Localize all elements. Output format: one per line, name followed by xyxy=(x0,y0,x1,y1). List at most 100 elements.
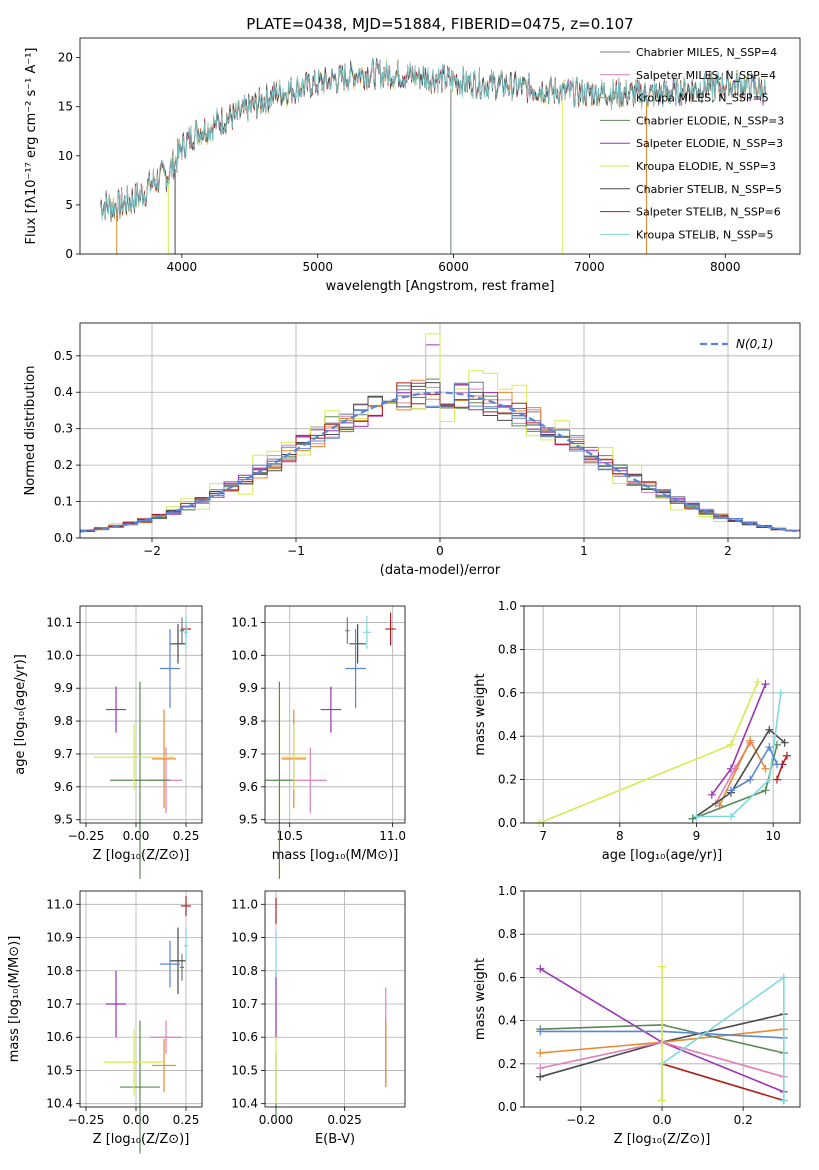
weight-marker xyxy=(727,812,735,821)
y-tick-label: 0.0 xyxy=(54,531,73,545)
errorbar-point xyxy=(94,724,174,791)
y-tick-label: 10.9 xyxy=(46,931,73,945)
y-tick-label: 0.2 xyxy=(498,773,517,787)
x-axis-label: wavelength [Angstrom, rest frame] xyxy=(326,279,555,294)
errorbar-point xyxy=(293,747,327,814)
errorbar-point xyxy=(160,629,180,708)
axes-frame xyxy=(79,37,801,255)
y-axis-label: age [log₁₀(age/yr)] xyxy=(13,654,28,775)
spectrum-line xyxy=(100,57,766,220)
errorbar-point xyxy=(181,895,191,916)
weight-marker xyxy=(779,973,788,982)
errorbar-point xyxy=(180,617,184,644)
plot-area-weight_vs_age xyxy=(535,677,791,827)
y-tick-label: 0.5 xyxy=(54,349,73,363)
axes-frame xyxy=(264,890,406,1108)
y-tick-label: 10.7 xyxy=(231,997,258,1011)
legend-label: Salpeter STELIB, N_SSP=6 xyxy=(636,206,781,219)
weight-line xyxy=(730,745,778,792)
y-tick-label: 0.4 xyxy=(498,729,517,743)
y-tick-label: 20 xyxy=(58,51,73,65)
weight-marker xyxy=(536,964,545,973)
errorbar-point xyxy=(281,724,307,791)
y-tick-label: 9.6 xyxy=(239,780,258,794)
x-axis-label: mass [log₁₀(M/M⊙)] xyxy=(272,848,399,863)
y-tick-label: 1.0 xyxy=(498,599,517,613)
y-tick-label: 0.6 xyxy=(498,970,517,984)
errorbar-point xyxy=(349,624,366,664)
y-tick-label: 9.9 xyxy=(54,681,73,695)
legend-label: Kroupa MILES, N_SSP=5 xyxy=(636,92,769,105)
errorbar-point xyxy=(184,929,188,963)
x-tick-label: 7 xyxy=(539,829,547,843)
x-tick-label: 8 xyxy=(616,829,624,843)
weight-marker xyxy=(746,775,755,784)
y-tick-label: 10.5 xyxy=(46,1063,73,1077)
y-tick-label: 9.7 xyxy=(239,747,258,761)
panel-mass_vs_z: −0.25 0.00 0.25 10.4 10.5 10.6 10.7 10.8 10.9 11.… xyxy=(7,890,203,1154)
errorbar-point xyxy=(320,686,342,733)
weight-marker xyxy=(776,688,785,697)
x-tick-label: 2 xyxy=(724,544,732,558)
x-tick-label: 7000 xyxy=(574,260,605,274)
errorbar-point xyxy=(152,1038,176,1093)
errorbar-point xyxy=(120,1020,160,1154)
y-axis-label: Normed distribution xyxy=(23,366,38,496)
y-tick-label: 0.0 xyxy=(498,1100,517,1114)
plot-area-spectrum xyxy=(100,57,766,254)
weight-line xyxy=(696,692,782,818)
y-axis-label: Flux [fλ10⁻¹⁷ erg cm⁻² s⁻¹ A⁻¹] xyxy=(24,48,39,245)
panel-weight_vs_z: −0.2 0.0 0.2 0.0 0.2 0.4 0.6 0.8 1.0 Z [log₁₀(Z/Z… xyxy=(473,884,801,1147)
legend-label: N(0,1) xyxy=(736,337,773,351)
y-tick-label: 9.7 xyxy=(54,747,73,761)
y-tick-label: 9.5 xyxy=(239,813,258,827)
y-tick-label: 11.0 xyxy=(231,897,258,911)
legend-label: Salpeter ELODIE, N_SSP=3 xyxy=(636,137,783,150)
y-tick-label: 10.4 xyxy=(46,1097,73,1111)
y-tick-label: 15 xyxy=(58,100,73,114)
weight-marker xyxy=(765,725,774,734)
legend: Chabrier MILES, N_SSP=4 Salpeter MILES, N… xyxy=(600,46,784,241)
weight-marker xyxy=(773,775,781,784)
errorbar-point xyxy=(152,709,176,809)
y-tick-label: 10.7 xyxy=(46,997,73,1011)
errorbar-point xyxy=(385,612,396,646)
plot-area-weight_vs_z xyxy=(536,962,788,1105)
plot-area-mass_vs_ebv xyxy=(275,897,387,1121)
y-tick-label: 11.0 xyxy=(46,897,73,911)
x-tick-label: 9 xyxy=(693,829,701,843)
histogram-series xyxy=(80,382,800,532)
axes-frame xyxy=(79,322,801,539)
x-tick-label: 4000 xyxy=(167,260,198,274)
y-tick-label: 0.8 xyxy=(498,927,517,941)
errorbar-point xyxy=(170,624,186,664)
figure-title: PLATE=0438, MJD=51884, FIBERID=0475, z=0… xyxy=(246,15,633,33)
x-axis-label: E(B-V) xyxy=(315,1132,355,1147)
weight-line xyxy=(661,1063,785,1102)
errorbar-point xyxy=(184,615,188,649)
y-tick-label: 9.9 xyxy=(239,681,258,695)
x-axis-label: Z [log₁₀(Z/Z⊙)] xyxy=(93,848,190,863)
errorbar-point xyxy=(170,927,186,995)
weight-marker xyxy=(692,812,701,821)
errorbar-point xyxy=(106,970,126,1038)
x-tick-label: −0.25 xyxy=(68,829,105,843)
y-tick-label: 0.1 xyxy=(54,495,73,509)
plot-area-age_vs_z xyxy=(94,615,191,879)
x-axis-label: age [log₁₀(age/yr)] xyxy=(602,848,723,863)
axes-frame xyxy=(79,605,203,824)
panel-age_vs_z: −0.25 0.00 0.25 9.5 9.6 9.7 9.8 9.9 10.0 10.1 Z [l… xyxy=(13,605,203,879)
y-axis-label: mass weight xyxy=(473,673,488,755)
errorbar-point xyxy=(345,629,366,708)
y-tick-label: 10.1 xyxy=(46,615,73,629)
errorbar-point xyxy=(106,686,126,733)
weight-marker xyxy=(536,1064,545,1073)
panel-mass_vs_ebv: 0.000 0.02510.410.510.610.710.810.911.0E(… xyxy=(231,890,406,1147)
plot-area-age_vs_mass xyxy=(265,612,396,879)
y-tick-label: 0.2 xyxy=(498,1057,517,1071)
y-tick-label: 9.8 xyxy=(54,714,73,728)
weight-marker xyxy=(536,1049,545,1057)
y-tick-label: 0.8 xyxy=(498,642,517,656)
x-tick-label: −0.2 xyxy=(566,1113,595,1127)
weight-line xyxy=(538,681,759,824)
